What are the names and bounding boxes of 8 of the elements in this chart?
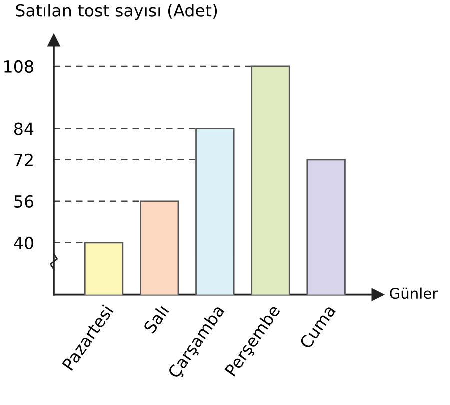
y-tick-label: 84 bbox=[14, 122, 34, 136]
y-tick-label: 72 bbox=[14, 154, 33, 166]
y-tick-label: 56 bbox=[14, 195, 34, 208]
x-tick-label: Salı bbox=[142, 304, 170, 334]
x-axis-title: Günler bbox=[390, 288, 438, 300]
y-tick-label: 108 bbox=[4, 60, 34, 74]
y-tick-label: 40 bbox=[14, 236, 34, 250]
y-axis-title: Satılan tost sayısı (Adet) bbox=[16, 4, 218, 20]
